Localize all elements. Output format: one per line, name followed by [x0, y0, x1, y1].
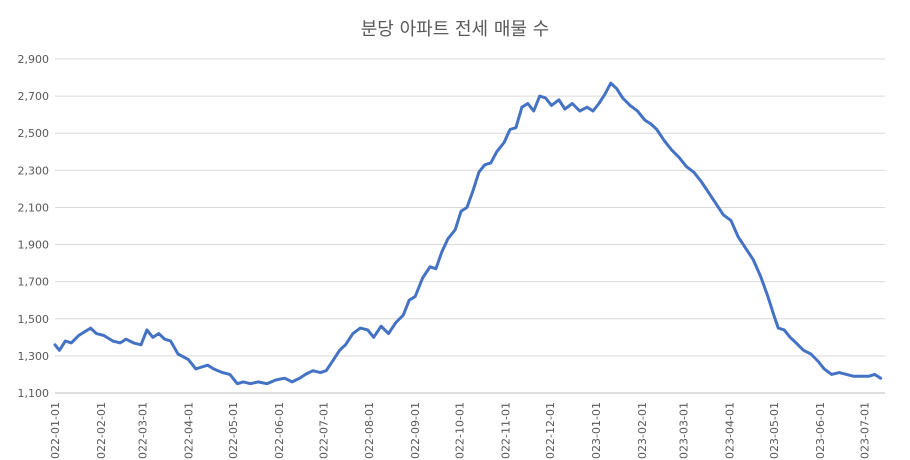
x-tick-label: 2023-05-01 [768, 402, 781, 460]
x-tick-label: 2022-06-01 [273, 402, 286, 460]
y-tick-label: 1,500 [18, 313, 50, 326]
y-tick-label: 2,100 [18, 201, 50, 214]
y-tick-label: 2,500 [18, 127, 50, 140]
x-tick-label: 2022-09-01 [409, 402, 422, 460]
x-tick-label: 2023-04-01 [723, 402, 736, 460]
x-tick-label: 2022-02-01 [95, 402, 108, 460]
x-tick-label: 2022-07-01 [317, 402, 330, 460]
x-tick-label: 2022-03-01 [136, 402, 149, 460]
x-axis-tick-labels: 2022-01-01 2022-02-01 2022-03-01 2022-04-01… [49, 402, 871, 460]
x-tick-label: 2022-12-01 [544, 402, 557, 460]
x-tick-label: 2023-02-01 [636, 402, 649, 460]
y-tick-label: 1,100 [18, 387, 50, 400]
y-tick-label: 1,300 [18, 350, 50, 363]
gridlines [55, 58, 885, 357]
y-tick-label: 1,700 [18, 276, 50, 289]
y-axis-tick-labels: 1,100 1,300 1,500 1,700 1,900 2,100 2,300 2,500… [18, 53, 50, 400]
y-tick-label: 1,900 [18, 239, 50, 252]
x-tick-label: 2023-07-01 [858, 402, 871, 460]
x-tick-label: 2022-01-01 [49, 402, 62, 460]
x-tick-label: 2022-11-01 [500, 402, 513, 460]
x-tick-label: 2022-10-01 [454, 402, 467, 460]
x-tick-label: 2023-01-01 [590, 402, 603, 460]
series-line [53, 81, 883, 386]
y-tick-label: 2,700 [18, 90, 50, 103]
x-tick-label: 2022-08-01 [363, 402, 376, 460]
x-tick-label: 2022-05-01 [227, 402, 240, 460]
y-tick-label: 2,300 [18, 164, 50, 177]
x-tick-label: 2022-04-01 [182, 402, 195, 460]
chart-title: 분당 아파트 전세 매물 수 [361, 19, 550, 40]
x-tick-label: 2023-03-01 [677, 402, 690, 460]
x-tick-label: 2023-06-01 [814, 402, 827, 460]
y-tick-label: 2,900 [18, 53, 50, 66]
series-layer [53, 81, 883, 386]
